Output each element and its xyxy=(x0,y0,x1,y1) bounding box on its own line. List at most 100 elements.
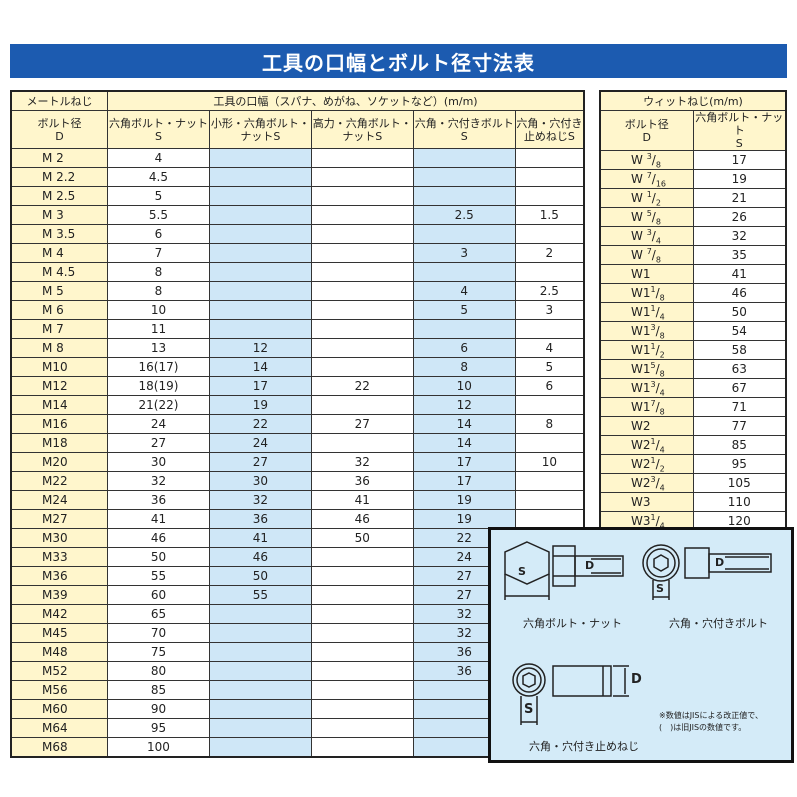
width-cell: 16(17) xyxy=(107,357,210,377)
bolt-diameter-cell: M 4 xyxy=(10,243,108,263)
width-cell: 32 xyxy=(107,471,210,491)
table-row: W15/8 63 xyxy=(599,359,787,379)
width-cell xyxy=(208,167,312,187)
width-cell: 3 xyxy=(514,300,585,320)
bolt-diameter-cell: W 3/8 xyxy=(599,150,694,170)
width-cell xyxy=(208,661,312,681)
size-whole: W1 xyxy=(631,362,651,376)
width-cell: 24 xyxy=(208,433,312,453)
table-row: M16 24 22 27 14 8 xyxy=(10,414,585,434)
width-cell: 17 xyxy=(208,376,312,396)
table-row: M68 100 xyxy=(10,737,584,758)
width-cell: 19 xyxy=(412,509,516,529)
width-cell xyxy=(310,148,414,168)
note-line: ※数値はJISによる改正値で、 xyxy=(659,711,763,720)
width-cell xyxy=(310,224,414,244)
fraction-slash: / xyxy=(651,210,656,224)
width-cell xyxy=(208,699,312,719)
bolt-diameter-cell: M60 xyxy=(10,699,108,719)
size-whole: W1 xyxy=(631,324,651,338)
bolt-diameter-cell: M18 xyxy=(10,433,108,453)
table-row: M45 70 32 xyxy=(10,623,584,643)
width-cell: 10 xyxy=(514,452,585,472)
size-whole: W xyxy=(631,229,647,243)
table-row: W3 110 xyxy=(599,492,787,512)
fraction-slash: / xyxy=(655,514,660,528)
width-cell: 75 xyxy=(107,642,210,662)
fraction-slash: / xyxy=(655,362,660,376)
width-cell xyxy=(514,471,585,491)
size-whole: W1 xyxy=(631,305,651,319)
fraction-denominator: 4 xyxy=(659,388,665,398)
bolt-diameter-cell: M 4.5 xyxy=(10,262,108,282)
width-cell xyxy=(514,186,585,206)
width-cell xyxy=(412,319,516,339)
width-cell xyxy=(412,148,516,168)
width-cell xyxy=(208,281,312,301)
fraction-denominator: 8 xyxy=(659,369,665,379)
width-cell: 32 xyxy=(310,452,414,472)
bolt-diameter-cell: M24 xyxy=(10,490,108,510)
width-cell xyxy=(208,148,312,168)
table-row: M12 18(19) 17 22 10 6 xyxy=(10,376,585,396)
width-cell: 14 xyxy=(208,357,312,377)
bolt-diameter-cell: W11/4 xyxy=(599,302,694,322)
bolt-diameter-cell: M45 xyxy=(10,623,108,643)
width-cell: 85 xyxy=(107,680,210,700)
column-header: ボルト径 D xyxy=(599,110,694,151)
bolt-diameter-cell: M 3.5 xyxy=(10,224,108,244)
width-cell: 2.5 xyxy=(514,281,585,301)
width-cell: 5.5 xyxy=(107,205,210,225)
width-cell: 41 xyxy=(208,528,312,548)
fraction-slash: / xyxy=(651,153,656,167)
width-cell: 27 xyxy=(208,452,312,472)
bolt-diameter-cell: M14 xyxy=(10,395,108,415)
table-row: M 4.5 8 xyxy=(10,262,585,282)
bolt-diameter-cell: W15/8 xyxy=(599,359,694,379)
width-cell: 77 xyxy=(692,416,787,436)
size-whole: W1 xyxy=(631,286,651,300)
width-cell: 14 xyxy=(412,414,516,434)
width-cell: 10 xyxy=(412,376,516,396)
width-cell xyxy=(208,623,312,643)
table-row: M 3 5.5 2.5 1.5 xyxy=(10,205,585,225)
width-cell: 6 xyxy=(107,224,210,244)
width-cell xyxy=(310,737,414,758)
fraction-numerator: 1 xyxy=(650,437,656,446)
width-cell: 60 xyxy=(107,585,210,605)
size-whole: W2 xyxy=(631,419,651,433)
fraction-numerator: 7 xyxy=(646,247,652,256)
fraction-denominator: 2 xyxy=(659,350,665,360)
bolt-diameter-cell: M 8 xyxy=(10,338,108,358)
bolt-diameter-cell: M36 xyxy=(10,566,108,586)
bolt-diameter-cell: W21/2 xyxy=(599,454,694,474)
bolt-diameter-cell: M 7 xyxy=(10,319,108,339)
socket-bolt-drawing xyxy=(642,544,772,600)
fraction-denominator: 2 xyxy=(655,198,661,208)
width-cell: 80 xyxy=(107,661,210,681)
bolt-diameter-cell: W21/4 xyxy=(599,435,694,455)
whitworth-group-label: ウィットねじ(m/m) xyxy=(599,90,787,111)
d-label: D xyxy=(585,559,595,572)
width-cell xyxy=(412,224,516,244)
tool-width-label: 工具の口幅（スパナ、めがね、ソケットなど）(m/m) xyxy=(107,90,585,111)
table-row: M 3.5 6 xyxy=(10,224,585,244)
width-cell xyxy=(514,509,585,529)
width-cell: 100 xyxy=(107,737,210,758)
fraction-denominator: 8 xyxy=(659,331,665,341)
column-header: 六角・穴付き 止めねじS xyxy=(514,110,585,149)
width-cell: 2 xyxy=(514,243,585,263)
width-cell: 55 xyxy=(208,585,312,605)
width-cell: 105 xyxy=(692,473,787,493)
width-cell: 50 xyxy=(692,302,787,322)
size-whole: W xyxy=(631,248,647,262)
fraction-denominator: 8 xyxy=(659,407,665,417)
width-cell: 11 xyxy=(107,319,210,339)
fraction-denominator: 4 xyxy=(659,312,665,322)
width-cell xyxy=(310,300,414,320)
bolt-diameter-cell: W1 xyxy=(599,264,694,284)
fraction-slash: / xyxy=(655,457,660,471)
width-cell: 30 xyxy=(208,471,312,491)
